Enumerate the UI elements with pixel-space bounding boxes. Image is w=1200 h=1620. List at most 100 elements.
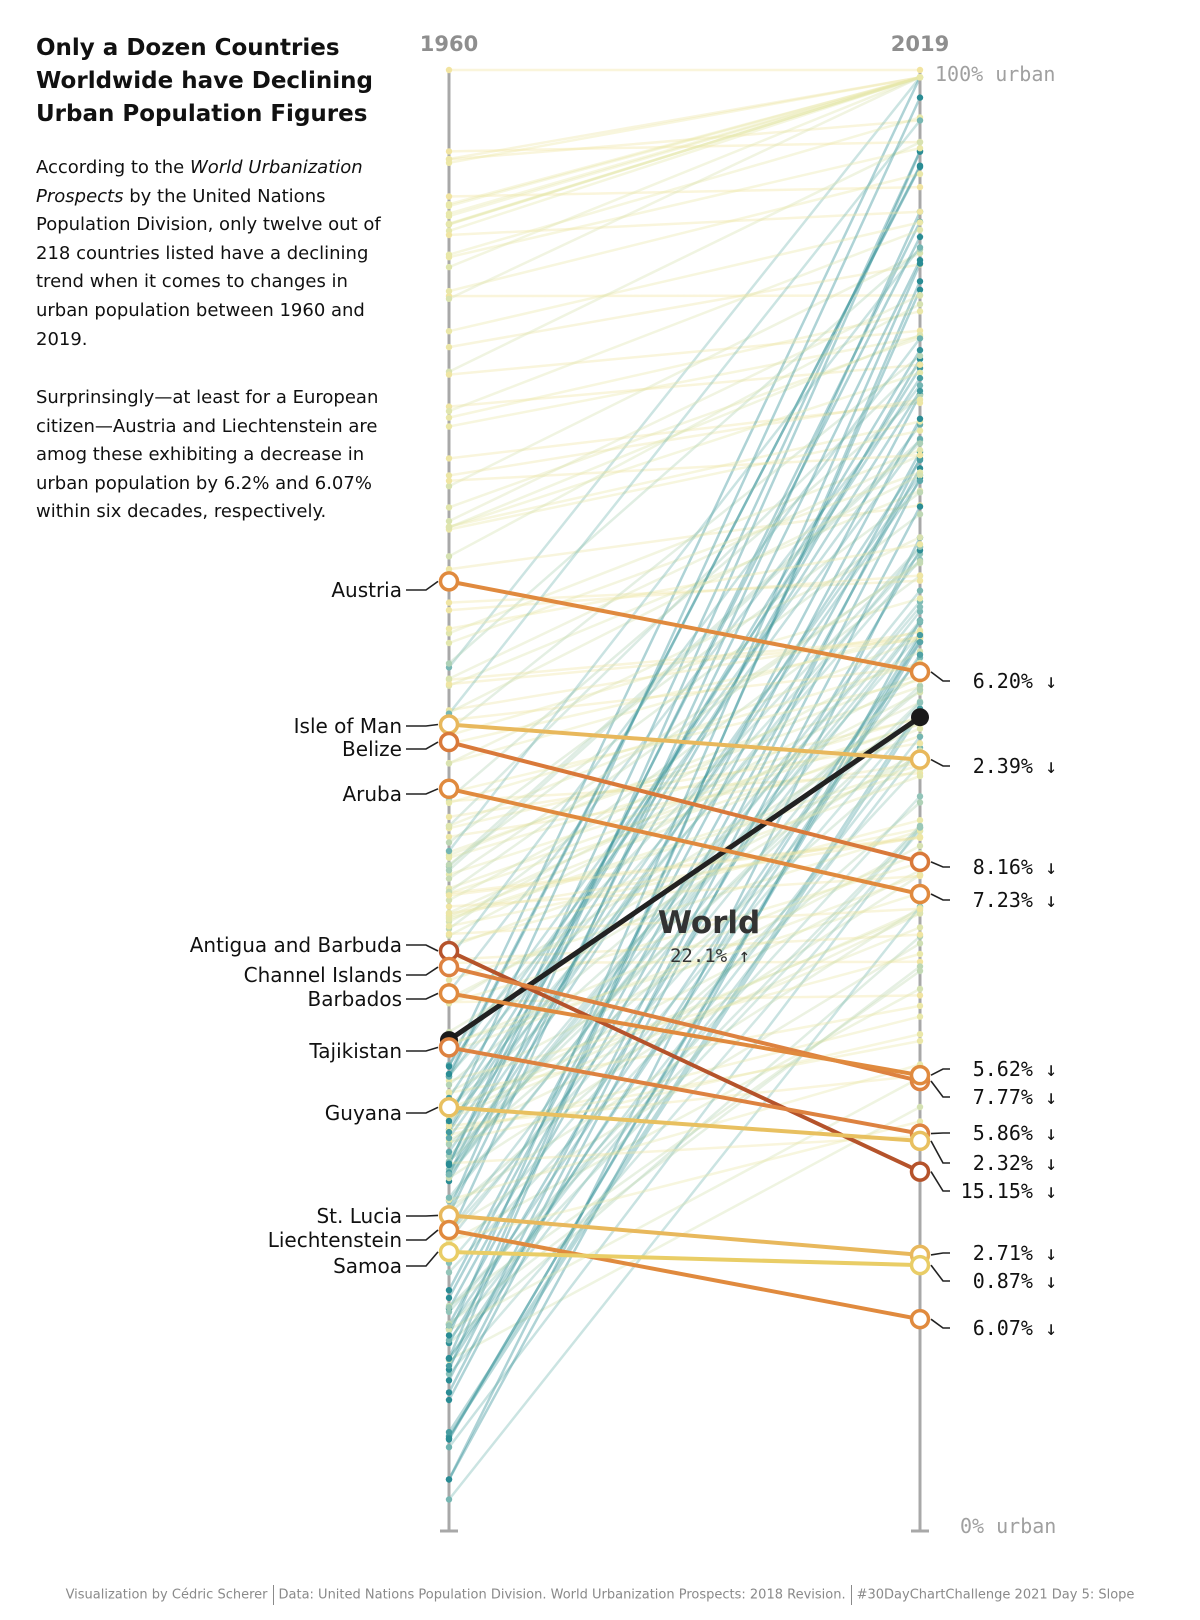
background-point-2019 xyxy=(916,145,924,152)
line-guyana xyxy=(448,1105,921,1143)
change-label-leader xyxy=(930,1132,950,1135)
country-label: Isle of Man xyxy=(294,714,402,738)
background-country-line xyxy=(448,442,921,872)
background-country-line xyxy=(448,337,921,960)
country-label-leader xyxy=(406,1214,439,1217)
background-point-1960 xyxy=(445,254,453,261)
line-belize xyxy=(448,740,921,864)
background-country-line xyxy=(448,1063,921,1202)
country-label-leader xyxy=(406,1106,439,1114)
background-point-1960 xyxy=(445,263,453,271)
background-point-1960 xyxy=(445,472,453,479)
background-point-1960 xyxy=(445,1389,453,1396)
bottom-axis-label: 0% urban xyxy=(960,1514,1056,1538)
country-label: St. Lucia xyxy=(316,1204,402,1228)
change-label: 7.23% ↓ xyxy=(973,888,1057,912)
background-point-1960 xyxy=(445,854,453,861)
background-country-line xyxy=(448,453,921,680)
background-point-2019 xyxy=(916,291,924,299)
change-label-leader xyxy=(930,1140,950,1164)
intro-report-title-line1: World Urbanization xyxy=(189,157,363,178)
background-point-2019 xyxy=(916,950,924,958)
background-point-1960 xyxy=(445,903,453,910)
background-point-1960 xyxy=(445,760,453,767)
point-1960-liechtenstein xyxy=(438,1219,460,1241)
background-country-line xyxy=(448,354,921,732)
background-country-line xyxy=(448,398,921,477)
background-point-1960 xyxy=(445,231,453,239)
country-label: Aruba xyxy=(342,782,402,806)
background-country-line xyxy=(447,150,922,1166)
background-country-line xyxy=(448,633,921,1171)
point-1960-aruba xyxy=(438,778,460,800)
background-point-1960 xyxy=(445,1160,453,1167)
background-country-line xyxy=(448,942,921,1231)
background-country-line xyxy=(447,263,922,1336)
background-point-1960 xyxy=(445,295,453,302)
country-label: Barbados xyxy=(307,987,402,1011)
background-point-2019 xyxy=(916,587,924,594)
top-axis-label: 100% urban xyxy=(935,62,1055,86)
background-point-1960 xyxy=(445,1322,453,1329)
background-country-line xyxy=(448,907,921,936)
background-country-line xyxy=(448,141,921,373)
background-point-1960 xyxy=(445,1089,453,1097)
background-point-1960 xyxy=(445,1194,453,1201)
background-country-line xyxy=(448,965,921,1325)
background-country-line xyxy=(448,119,921,715)
background-point-2019 xyxy=(916,278,924,285)
change-label: 5.62% ↓ xyxy=(973,1057,1057,1081)
country-label: Tajikistan xyxy=(308,1039,402,1063)
caption-separator xyxy=(850,1585,852,1605)
background-country-line xyxy=(448,303,921,558)
background-country-line xyxy=(447,211,922,1238)
background-country-line xyxy=(448,638,921,686)
point-2019-barbados xyxy=(909,1064,931,1086)
background-country-line xyxy=(448,140,921,153)
background-country-line xyxy=(448,637,921,828)
background-point-2019 xyxy=(916,992,924,999)
background-country-line xyxy=(448,960,921,964)
background-point-1960 xyxy=(445,403,453,410)
background-country-line xyxy=(447,418,922,1299)
background-point-2019 xyxy=(916,117,924,124)
background-point-1960 xyxy=(445,1148,453,1156)
background-point-2019 xyxy=(916,66,924,74)
background-country-line xyxy=(448,723,921,876)
background-point-2019 xyxy=(916,963,924,970)
background-country-line xyxy=(448,852,921,1047)
background-point-1960 xyxy=(445,1269,453,1276)
background-country-line xyxy=(448,474,921,714)
background-point-2019 xyxy=(916,446,924,454)
background-country-line xyxy=(448,906,921,1209)
background-country-line xyxy=(448,491,921,844)
background-point-1960 xyxy=(445,477,453,484)
background-point-1960 xyxy=(445,201,453,208)
background-country-line xyxy=(448,546,921,1124)
background-point-1960 xyxy=(445,287,453,295)
background-point-1960 xyxy=(445,566,453,573)
background-country-line xyxy=(448,621,921,1233)
background-point-2019 xyxy=(916,139,924,146)
background-country-line xyxy=(448,935,921,1345)
change-label-leader xyxy=(930,1252,950,1256)
background-country-line xyxy=(447,474,922,1139)
country-label-leader xyxy=(406,966,439,976)
background-point-1960 xyxy=(445,976,453,984)
background-point-1960 xyxy=(445,1141,453,1148)
background-point-2019 xyxy=(916,489,924,496)
caption-challenge: #30DayChartChallenge 2021 Day 5: Slope xyxy=(856,1587,1135,1603)
intro-text-end: by the United Nations Population Divisio… xyxy=(36,185,381,350)
background-country-line xyxy=(448,835,921,895)
background-point-2019 xyxy=(916,308,924,315)
change-label: 2.71% ↓ xyxy=(973,1241,1057,1265)
intro-report-title-line2: Prospects xyxy=(36,185,124,207)
background-point-1960 xyxy=(445,193,453,200)
background-point-2019 xyxy=(916,799,924,806)
background-country-line xyxy=(448,701,921,914)
background-point-2019 xyxy=(916,1002,924,1010)
background-country-line xyxy=(448,620,921,1199)
change-label: 0.87% ↓ xyxy=(973,1269,1057,1293)
background-country-line xyxy=(447,236,922,1165)
background-country-line xyxy=(448,826,921,1327)
